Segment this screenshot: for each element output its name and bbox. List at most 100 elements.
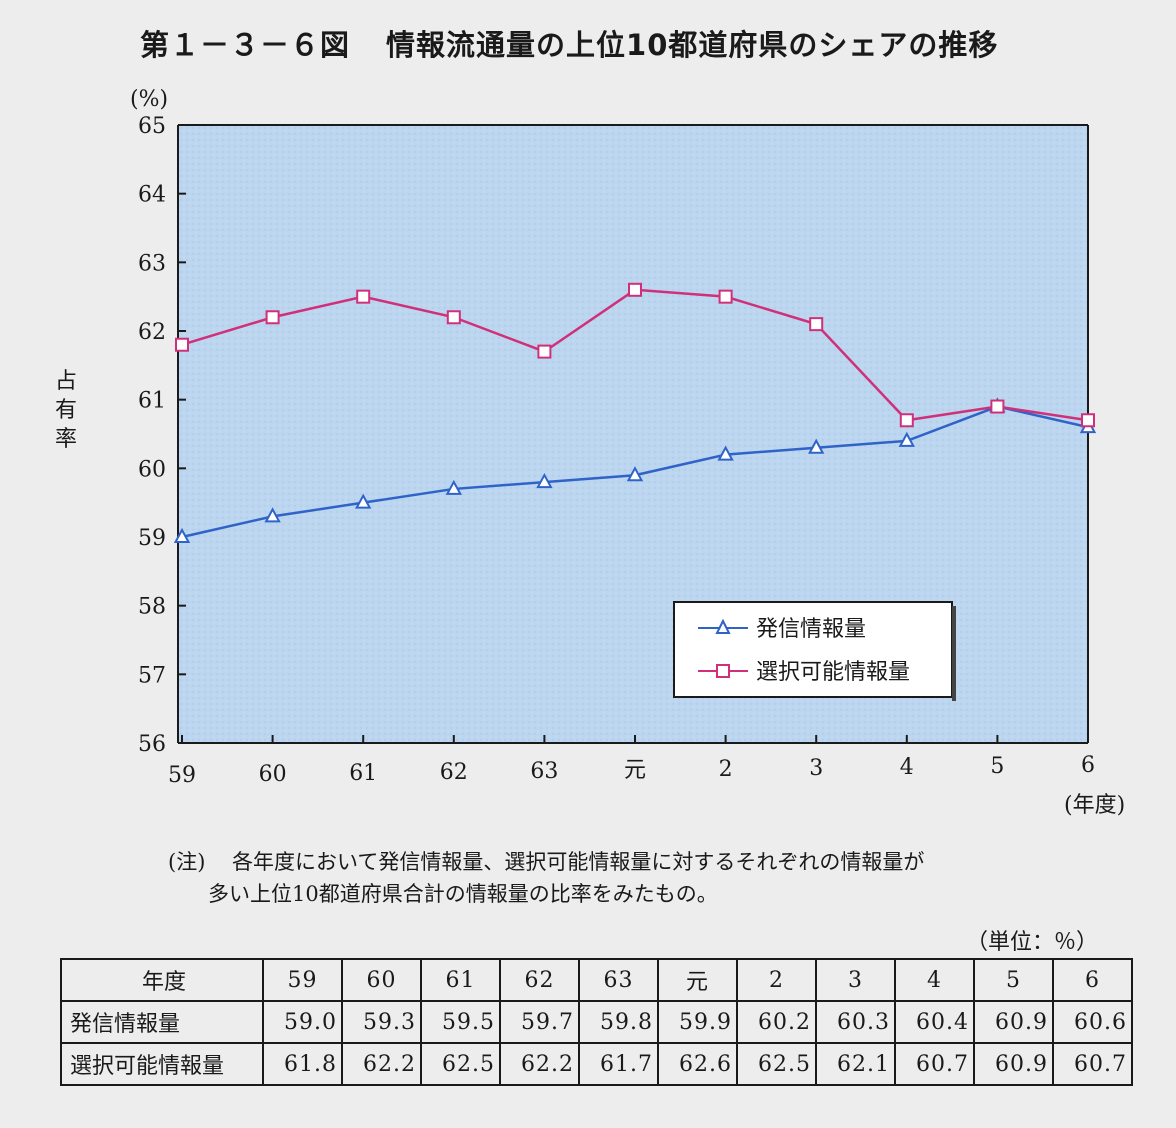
y-tick-label: 60 xyxy=(138,457,166,482)
data-point-square xyxy=(446,310,461,325)
data-point-triangle xyxy=(173,527,191,543)
x-tick-label: 63 xyxy=(530,759,558,784)
table-year: 2 xyxy=(736,958,817,1002)
data-point-triangle xyxy=(626,466,644,482)
data-table: 年度 59 60 61 62 63 元 2 3 4 5 6 発信情報量 59.0… xyxy=(60,958,1133,1086)
x-tick-label: 59 xyxy=(168,763,196,788)
table-unit: （単位：％） xyxy=(966,930,1099,955)
y-tick-label: 62 xyxy=(138,320,166,345)
x-tick-label: 60 xyxy=(259,762,287,787)
table-row-label: 選択可能情報量 xyxy=(60,1042,264,1086)
x-tick-label: 4 xyxy=(900,755,914,780)
table-cell: 62.2 xyxy=(341,1042,422,1086)
table-cell: 60.9 xyxy=(973,1000,1054,1044)
y-axis-label-char: 占 xyxy=(55,369,77,394)
figure-title: 第１－３－６図 情報流通量の上位10都道府県のシェアの推移 xyxy=(140,22,998,64)
table-cell: 62.6 xyxy=(657,1042,738,1086)
data-point-triangle xyxy=(445,479,462,495)
x-tick-label: 元 xyxy=(624,758,646,783)
y-tick-label: 57 xyxy=(138,663,166,688)
note: (注) 各年度において発信情報量、選択可能情報量に対するそれぞれの情報量が 多い上… xyxy=(168,846,924,910)
table-cell: 60.7 xyxy=(1052,1042,1133,1086)
table-cell: 62.2 xyxy=(499,1042,580,1086)
table-cell: 60.4 xyxy=(894,1000,975,1044)
x-tick-label: 6 xyxy=(1081,753,1095,778)
legend-marker-square xyxy=(716,664,730,678)
table-cell: 61.7 xyxy=(578,1042,659,1086)
data-point-triangle xyxy=(264,507,281,523)
table-cell: 60.9 xyxy=(973,1042,1054,1086)
data-point-triangle xyxy=(536,472,553,489)
y-tick-label: 61 xyxy=(138,389,166,414)
data-point-triangle xyxy=(898,431,915,447)
table-year: 61 xyxy=(420,958,501,1002)
legend-label-hasshin: 発信情報量 xyxy=(756,617,866,642)
data-point-square xyxy=(899,413,914,428)
table-cell: 62.5 xyxy=(420,1042,501,1086)
table-cell: 61.8 xyxy=(262,1042,343,1086)
table-year: 62 xyxy=(499,958,580,1002)
legend-box xyxy=(673,601,953,698)
table-header-row: 年度 59 60 61 62 63 元 2 3 4 5 6 xyxy=(60,958,1133,1002)
data-point-square xyxy=(1081,413,1095,428)
data-point-square xyxy=(265,310,280,325)
table-cell: 60.3 xyxy=(815,1000,896,1044)
y-tick-label: 64 xyxy=(138,183,166,208)
table-year: 63 xyxy=(578,958,659,1002)
table-year: 5 xyxy=(973,958,1054,1002)
y-tick-label: 63 xyxy=(138,251,166,276)
table-cell: 60.2 xyxy=(736,1000,817,1044)
note-line-1: 各年度において発信情報量、選択可能情報量に対するそれぞれの情報量が xyxy=(232,850,925,874)
data-point-square xyxy=(718,289,733,304)
data-point-square xyxy=(537,344,552,359)
table-year: 6 xyxy=(1052,958,1133,1002)
table-year: 60 xyxy=(341,958,422,1002)
x-tick-label: 61 xyxy=(349,761,377,786)
table-row-hasshin: 発信情報量 59.0 59.3 59.5 59.7 59.8 59.9 60.2… xyxy=(60,1000,1133,1044)
table-cell: 60.7 xyxy=(894,1042,975,1086)
note-mark: (注) xyxy=(168,850,206,874)
table-cell: 59.5 xyxy=(420,1000,501,1044)
table-cell: 59.3 xyxy=(341,1000,422,1044)
figure-number: 第１－３－６図 xyxy=(140,28,351,62)
data-point-square xyxy=(809,317,824,332)
x-axis-label: (年度) xyxy=(1064,793,1125,818)
table-header-label: 年度 xyxy=(60,958,264,1002)
y-unit-label: (%) xyxy=(130,87,168,112)
table-row-sentaku: 選択可能情報量 61.8 62.2 62.5 62.2 61.7 62.6 62… xyxy=(60,1042,1133,1086)
table-cell: 59.7 xyxy=(499,1000,580,1044)
note-line-2: 多い上位10都道府県合計の情報量の比率をみたもの。 xyxy=(208,882,718,906)
data-point-triangle xyxy=(355,493,372,509)
table-year: 3 xyxy=(815,958,896,1002)
data-point-square xyxy=(628,282,642,297)
table-cell: 60.6 xyxy=(1052,1000,1133,1044)
y-axis-label-char: 率 xyxy=(55,427,77,452)
data-point-square xyxy=(175,337,189,352)
table-cell: 59.8 xyxy=(578,1000,659,1044)
table-year: 59 xyxy=(262,958,343,1002)
table-cell: 62.5 xyxy=(736,1042,817,1086)
table-cell: 59.0 xyxy=(262,1000,343,1044)
y-axis-label-char: 有 xyxy=(55,398,77,423)
figure-title-text: 情報流通量の上位10都道府県のシェアの推移 xyxy=(386,28,999,62)
x-tick-label: 3 xyxy=(809,756,823,781)
data-point-square xyxy=(990,399,1005,414)
data-point-square xyxy=(356,289,371,304)
legend-box-shadow xyxy=(952,606,956,701)
x-tick-label: 2 xyxy=(719,757,733,782)
data-point-triangle xyxy=(808,438,825,454)
legend-label-sentaku: 選択可能情報量 xyxy=(756,660,910,685)
table-year: 元 xyxy=(657,958,738,1002)
legend: 発信情報量 選択可能情報量 xyxy=(673,601,956,701)
y-tick-label: 56 xyxy=(138,732,166,757)
y-tick-label: 59 xyxy=(138,526,166,551)
table-row-label: 発信情報量 xyxy=(60,1000,264,1044)
table-cell: 59.9 xyxy=(657,1000,738,1044)
table-cell: 62.1 xyxy=(815,1042,896,1086)
y-axis-label: 占有率 xyxy=(55,369,77,452)
table-year: 4 xyxy=(894,958,975,1002)
y-tick-label: 65 xyxy=(138,114,166,139)
y-tick-label: 58 xyxy=(138,595,166,620)
data-point-triangle xyxy=(717,445,734,461)
